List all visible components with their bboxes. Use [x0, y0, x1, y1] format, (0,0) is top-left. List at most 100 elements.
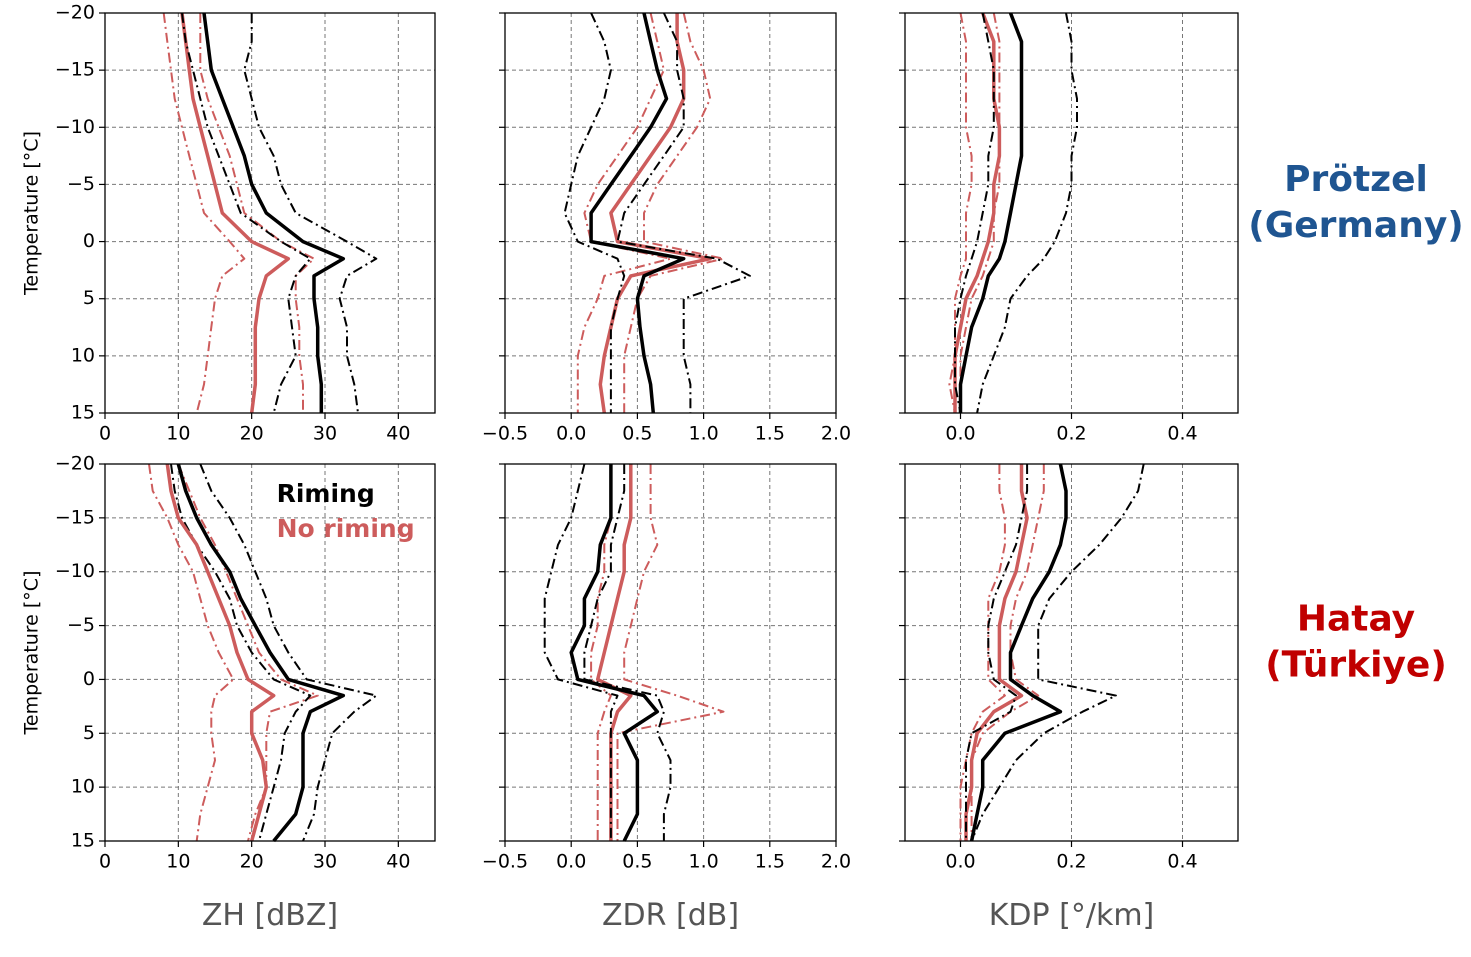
profile-line [970, 464, 1045, 841]
x-tick-label: 20 [240, 423, 264, 445]
x-tick-label: 2.0 [821, 423, 851, 445]
profile-line [202, 12, 346, 413]
panel: 0.0 0.2 0.4 Prötzel (Germany) [899, 12, 1464, 445]
y-tick-label: 5 [83, 722, 95, 744]
plot-frame [904, 12, 1239, 414]
x-tick-label: 40 [386, 423, 410, 445]
profile-line [569, 464, 660, 842]
plot-frame [104, 12, 436, 414]
panel: 0 10 20 30 40 −20 −15 −10 −5 0 5 10 15 Temperature [°… [21, 2, 436, 445]
x-axis-label: KDP [°/km] [989, 898, 1155, 933]
panel: 0 10 20 30 40 −20 −15 −10 −5 0 5 10 15 Temperature [°… [21, 453, 436, 933]
x-tick-label: 0.4 [1167, 423, 1197, 445]
profile-line [243, 13, 378, 414]
profile-line [199, 463, 378, 842]
x-axis-label: ZH [dBZ] [202, 898, 338, 933]
y-tick-label: 10 [71, 776, 95, 798]
profile-line [165, 463, 276, 842]
x-tick-label: 20 [240, 851, 264, 873]
profile-line [170, 463, 312, 842]
profile-line [970, 463, 1145, 842]
x-tick-label: 1.5 [755, 851, 785, 873]
y-tick-label: −15 [55, 506, 95, 528]
row-label: (Türkiye) [1265, 645, 1447, 686]
x-tick-label: 10 [166, 851, 190, 873]
profile-line [969, 463, 1068, 842]
x-tick-label: 0.5 [622, 851, 652, 873]
y-tick-label: −10 [55, 560, 95, 582]
row-label: Prötzel [1284, 159, 1428, 200]
y-tick-label: 15 [71, 402, 95, 424]
y-tick-label: −20 [55, 453, 95, 475]
y-tick-label: 10 [71, 344, 95, 366]
profile-line [162, 12, 246, 414]
y-tick-label: −20 [55, 2, 95, 24]
x-tick-label: 1.0 [688, 851, 718, 873]
x-tick-label: 0.0 [945, 423, 975, 445]
profile-line [959, 12, 1001, 413]
row-label: (Germany) [1248, 205, 1464, 246]
profile-line [180, 12, 291, 414]
profile-line [976, 12, 1078, 414]
y-tick-label: −10 [55, 116, 95, 138]
profile-line [616, 464, 725, 841]
y-tick-label: 5 [83, 287, 95, 309]
profile-line [589, 12, 686, 414]
y-tick-label: −15 [55, 59, 95, 81]
x-tick-label: 30 [313, 423, 337, 445]
row-label: Hatay [1297, 599, 1415, 640]
profile-line [598, 13, 712, 414]
profile-line [148, 463, 235, 842]
profile-line [595, 464, 633, 841]
y-tick-label: 15 [71, 830, 95, 852]
panel: −0.5 0.0 0.5 1.0 1.5 2.0 ZDR [dB] [482, 463, 851, 933]
profile-line [563, 12, 626, 413]
x-tick-label: 0.0 [945, 851, 975, 873]
profile-line [959, 464, 1006, 841]
profile-line [176, 463, 346, 843]
profile-line [964, 464, 1029, 841]
profile-line [543, 463, 619, 841]
x-tick-label: 0 [99, 851, 111, 873]
x-axis-label: ZDR [dB] [602, 898, 739, 933]
y-tick-label: −5 [67, 173, 95, 195]
profile-line [958, 12, 1024, 413]
profile-line [948, 12, 973, 414]
x-tick-label: 0.4 [1167, 851, 1197, 873]
plot-frame [904, 463, 1239, 842]
profile-line [583, 464, 672, 841]
y-tick-label: 0 [83, 230, 95, 252]
y-tick-label: −5 [67, 614, 95, 636]
y-axis-label: Temperature [°C] [21, 571, 43, 736]
y-axis-label: Temperature [°C] [21, 131, 43, 296]
x-tick-label: −0.5 [482, 851, 528, 873]
profile-line [590, 464, 612, 841]
x-tick-label: 0.2 [1056, 423, 1086, 445]
x-tick-label: −0.5 [482, 423, 528, 445]
profile-line [954, 12, 995, 414]
panel: −0.5 0.0 0.5 1.0 1.5 2.0 [482, 12, 851, 445]
x-tick-label: 10 [166, 423, 190, 445]
plot-frame [504, 12, 837, 414]
profile-line [576, 12, 672, 413]
profile-line [965, 464, 1029, 841]
profile-line [199, 13, 315, 413]
legend-entry: Riming [277, 479, 375, 508]
x-tick-label: 0.2 [1056, 851, 1086, 873]
profile-line [177, 463, 319, 842]
x-tick-label: 0.0 [556, 423, 586, 445]
y-tick-label: 0 [83, 668, 95, 690]
plot-frame [104, 463, 436, 842]
x-tick-label: 1.5 [755, 423, 785, 445]
plot-frame [504, 463, 837, 842]
legend-entry: No riming [277, 514, 415, 543]
x-tick-label: 0.0 [556, 851, 586, 873]
x-tick-label: 0 [99, 423, 111, 445]
x-tick-label: 0.5 [622, 423, 652, 445]
profile-line [616, 12, 751, 413]
x-tick-label: 30 [313, 851, 337, 873]
profile-line [623, 12, 725, 413]
x-tick-label: 1.0 [688, 423, 718, 445]
x-tick-label: 2.0 [821, 851, 851, 873]
